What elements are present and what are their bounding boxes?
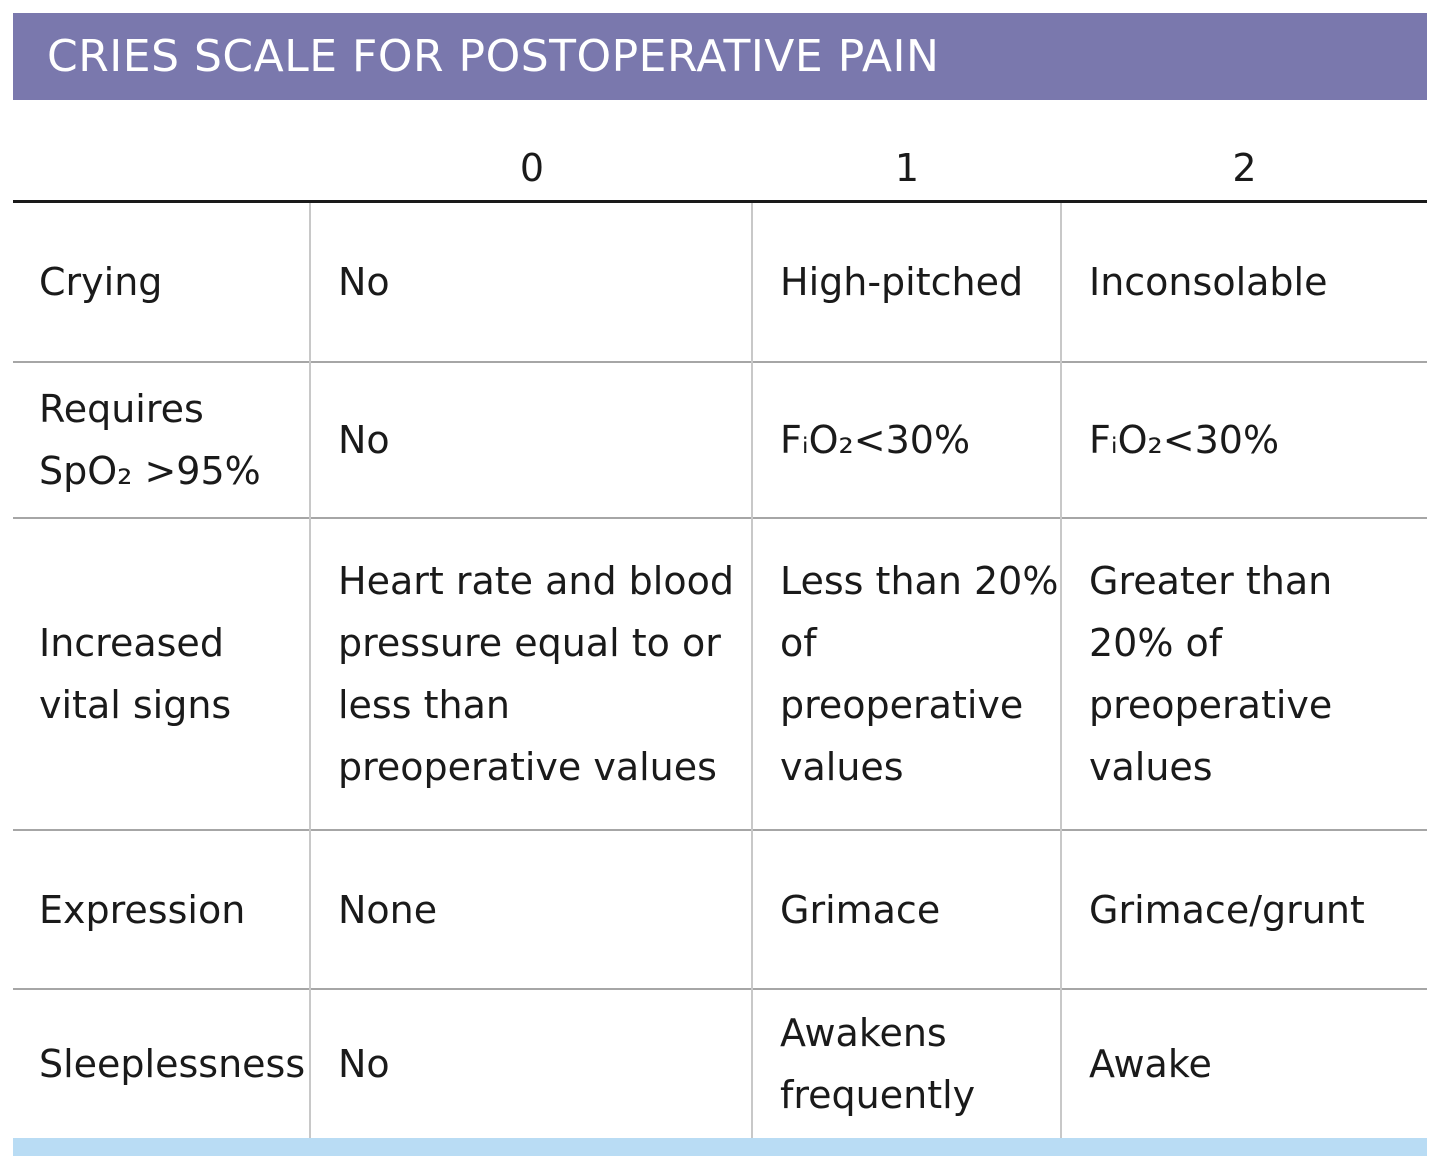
cell-spo2-1: FᵢO₂<30%	[780, 418, 971, 462]
cell-crying-2: Inconsolable	[1089, 260, 1328, 304]
cell-expression-0: None	[338, 887, 438, 932]
cell-sleeplessness-1: Awakens frequently	[780, 1011, 976, 1117]
column-header-0: 0	[519, 146, 545, 190]
cell-crying-1: High-pitched	[780, 260, 1024, 304]
table-title: CRIES SCALE FOR POSTOPERATIVE PAIN	[47, 31, 940, 82]
cell-vitals-0: Heart rate and blood pressure equal to o…	[338, 559, 734, 789]
header-rule	[13, 200, 1427, 203]
row-divider	[13, 361, 1427, 363]
row-label-requires-spo2: Requires SpO₂ >95%	[39, 387, 261, 493]
cell-spo2-2: FᵢO₂<30%	[1089, 418, 1280, 462]
column-header-2: 2	[1232, 146, 1257, 190]
row-label-sleeplessness: Sleeplessness	[39, 1042, 306, 1086]
cell-vitals-1: Less than 20% of preoperative values	[780, 559, 1059, 789]
row-label-expression: Expression	[39, 887, 246, 932]
row-divider	[13, 988, 1427, 990]
row-label-crying: Crying	[39, 260, 163, 304]
column-divider	[751, 203, 753, 1138]
cell-spo2-0: No	[338, 418, 390, 462]
column-divider	[309, 203, 311, 1138]
title-banner: CRIES SCALE FOR POSTOPERATIVE PAIN	[13, 13, 1427, 100]
bottom-accent-bar	[13, 1138, 1427, 1156]
cell-vitals-2: Greater than 20% of preoperative values	[1089, 559, 1333, 789]
row-label-vital-signs: Increased vital signs	[39, 621, 232, 727]
row-divider	[13, 829, 1427, 831]
row-divider	[13, 517, 1427, 519]
cell-expression-2: Grimace/grunt	[1089, 887, 1365, 932]
cell-expression-1: Grimace	[780, 887, 941, 932]
cell-sleeplessness-2: Awake	[1089, 1042, 1212, 1086]
column-divider	[1060, 203, 1062, 1138]
cell-crying-0: No	[338, 260, 390, 304]
cell-sleeplessness-0: No	[338, 1042, 390, 1086]
column-header-1: 1	[894, 146, 920, 190]
